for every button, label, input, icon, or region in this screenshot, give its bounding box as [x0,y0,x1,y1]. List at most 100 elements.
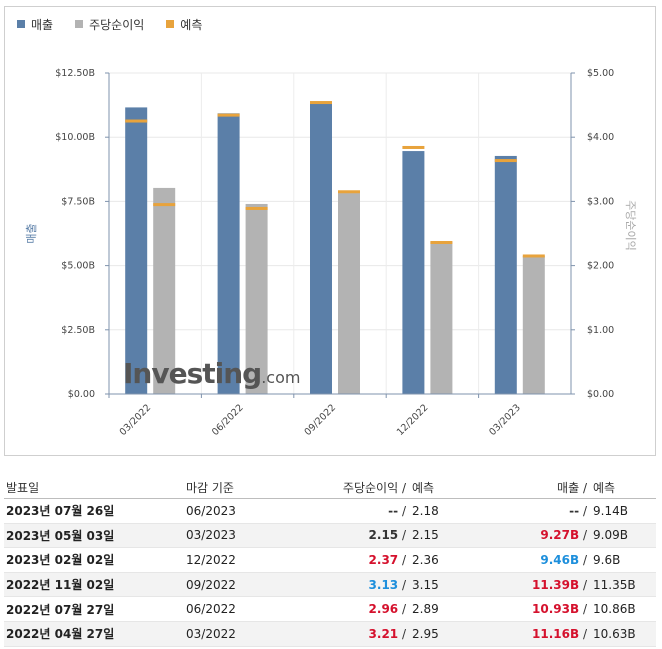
cell-revenue-sep: / [579,528,587,543]
header-eps-sep: / [401,480,406,495]
y-left-title: 매출 [25,223,38,243]
legend-label-forecast: 예측 [180,17,203,32]
cell-revenue-sep: / [579,503,587,518]
x-tick-0: 03/2022 [118,402,154,438]
cell-eps-sep: / [398,602,406,617]
cell-revenue-value: -- [569,503,580,518]
x-tick-3: 12/2022 [395,402,431,438]
legend-item-eps[interactable]: 주당순이익 [75,16,144,33]
watermark-main: Investing [123,357,262,390]
cell-revenue-value: 11.16B [532,626,580,641]
legend-label-revenue: 매출 [31,17,54,32]
y-right-tick-1: $1.00 [587,325,614,336]
header-eps: 주당순이익 / [286,479,406,496]
cell-eps: 3.13 / [286,578,406,592]
forecast-revenue-0 [125,119,148,123]
forecast-revenue-1 [217,113,240,117]
cell-eps: 2.15 / [286,528,406,542]
forecast-revenue-4 [494,159,517,163]
header-revenue-forecast: 예측 [593,480,616,495]
cell-period: 03/2023 [186,528,236,543]
x-tick-1: 06/2022 [210,402,246,438]
table-row: 2023년 05월 03일 03/2023 2.15 / 2.15 9.27B / 9.0… [4,523,656,549]
cell-eps-forecast: 2.36 [412,552,439,567]
cell-eps: 3.21 / [286,627,406,641]
legend-item-forecast[interactable]: 예측 [166,16,202,33]
cell-eps-sep: / [398,503,406,518]
cell-period: 06/2023 [186,503,236,518]
table-row: 2022년 04월 27일 03/2022 3.21 / 2.95 11.16B / 10… [4,621,656,647]
y-right-title: 주당순이익 [624,200,637,251]
cell-eps-forecast: 2.15 [412,528,439,543]
header-date: 발표일 [6,480,40,495]
bar-revenue-0 [125,107,148,395]
table-row: 2022년 07월 27일 06/2022 2.96 /2.89 10.93B /10… [4,597,656,622]
cell-eps-value: 2.37 [368,552,399,567]
cell-revenue: 11.39B / [467,578,587,592]
cell-eps: -- / [286,504,406,518]
cell-revenue-forecast: 9.14B [593,503,628,518]
cell-revenue-forecast: 10.86B [593,602,636,617]
table-row: 2022년 11월 02일 09/2022 3.13 /3.15 11.39B /11… [4,572,656,598]
table-row: 2023년 02월 02일 12/2022 2.37 / 2.36 9.46B / 9.6… [4,548,656,573]
cell-eps-sep: / [398,626,406,641]
cell-revenue-value: 10.93B [532,602,580,617]
cell-date: 2023년 07월 26일 [6,504,115,519]
y-right-tick-3: $3.00 [587,196,614,207]
legend-item-revenue[interactable]: 매출 [17,16,53,33]
header-eps-label: 주당순이익 [342,480,399,495]
cell-revenue-sep: / [579,602,587,617]
cell-revenue: 9.27B / [467,528,587,542]
cell-date: 2022년 07월 27일 [6,602,115,617]
cell-period: 06/2022 [186,602,236,617]
table-row: 2023년 07월 26일 06/2023 -- / 2.18 -- / 9.14B [4,499,656,524]
legend-swatch-eps [75,20,84,28]
y-left-tick-1: $2.50B [61,325,95,336]
header-period: 마감 기준 [186,480,234,495]
header-revenue-sep: / [582,480,587,495]
y-right-tick-0: $0.00 [587,389,614,400]
table-body: 2023년 07월 26일 06/2023 -- /2.18 -- /9.14B 202… [4,499,656,647]
y-left-tick-3: $7.50B [61,196,95,207]
cell-revenue-sep: / [579,577,587,592]
cell-period: 09/2022 [186,577,236,592]
x-tick-2: 09/2022 [302,402,338,438]
cell-revenue: 11.16B / [467,627,587,641]
cell-date: 2023년 05월 03일 [6,528,115,543]
cell-eps-sep: / [398,577,406,592]
cell-eps-sep: / [398,528,406,543]
investing-watermark: Investing.com [123,357,300,390]
cell-revenue-sep: / [579,626,587,641]
earnings-chart: 매출 주당순이익 예측 $0.00 $2.50B $5.00B $7.50B $10.0… [4,6,656,456]
cell-date: 2023년 02월 02일 [6,553,115,568]
cell-eps-forecast: 2.18 [412,503,439,518]
cell-period: 03/2022 [186,626,236,641]
forecast-eps-1 [245,206,268,210]
cell-revenue-value: 11.39B [532,577,580,592]
cell-revenue: -- / [467,504,587,518]
header-eps-forecast: 예측 [412,480,435,495]
y-left-tick-0: $0.00 [68,389,95,400]
bars [125,101,545,395]
cell-revenue-forecast: 10.63B [593,626,636,641]
cell-revenue-value: 9.27B [540,528,580,543]
y-right-tick-5: $5.00 [587,68,614,79]
y-left-tick-5: $12.50B [55,68,95,79]
cell-eps-value: 3.21 [368,626,399,641]
cell-date: 2022년 04월 27일 [6,627,115,642]
cell-revenue-forecast: 9.09B [593,528,628,543]
forecast-eps-3 [430,240,453,244]
legend-label-eps: 주당순이익 [89,17,145,32]
forecast-revenue-3 [402,145,425,149]
cell-eps-value: -- [388,503,399,518]
y-right-tick-2: $2.00 [587,261,614,272]
table-header: 발표일 마감 기준 주당순이익 / 예측 매출 / 예측 [4,476,656,499]
chart-plot: $0.00 $2.50B $5.00B $7.50B $10.00B $12.50B $0.… [25,68,637,438]
bar-revenue-3 [402,151,425,394]
header-revenue: 매출 / [467,479,587,496]
forecast-eps-0 [153,203,176,207]
bar-revenue-4 [494,155,517,394]
watermark-suffix: .com [261,368,301,387]
cell-date: 2022년 11월 02일 [6,578,115,593]
y-left-tick-4: $10.00B [55,132,95,143]
